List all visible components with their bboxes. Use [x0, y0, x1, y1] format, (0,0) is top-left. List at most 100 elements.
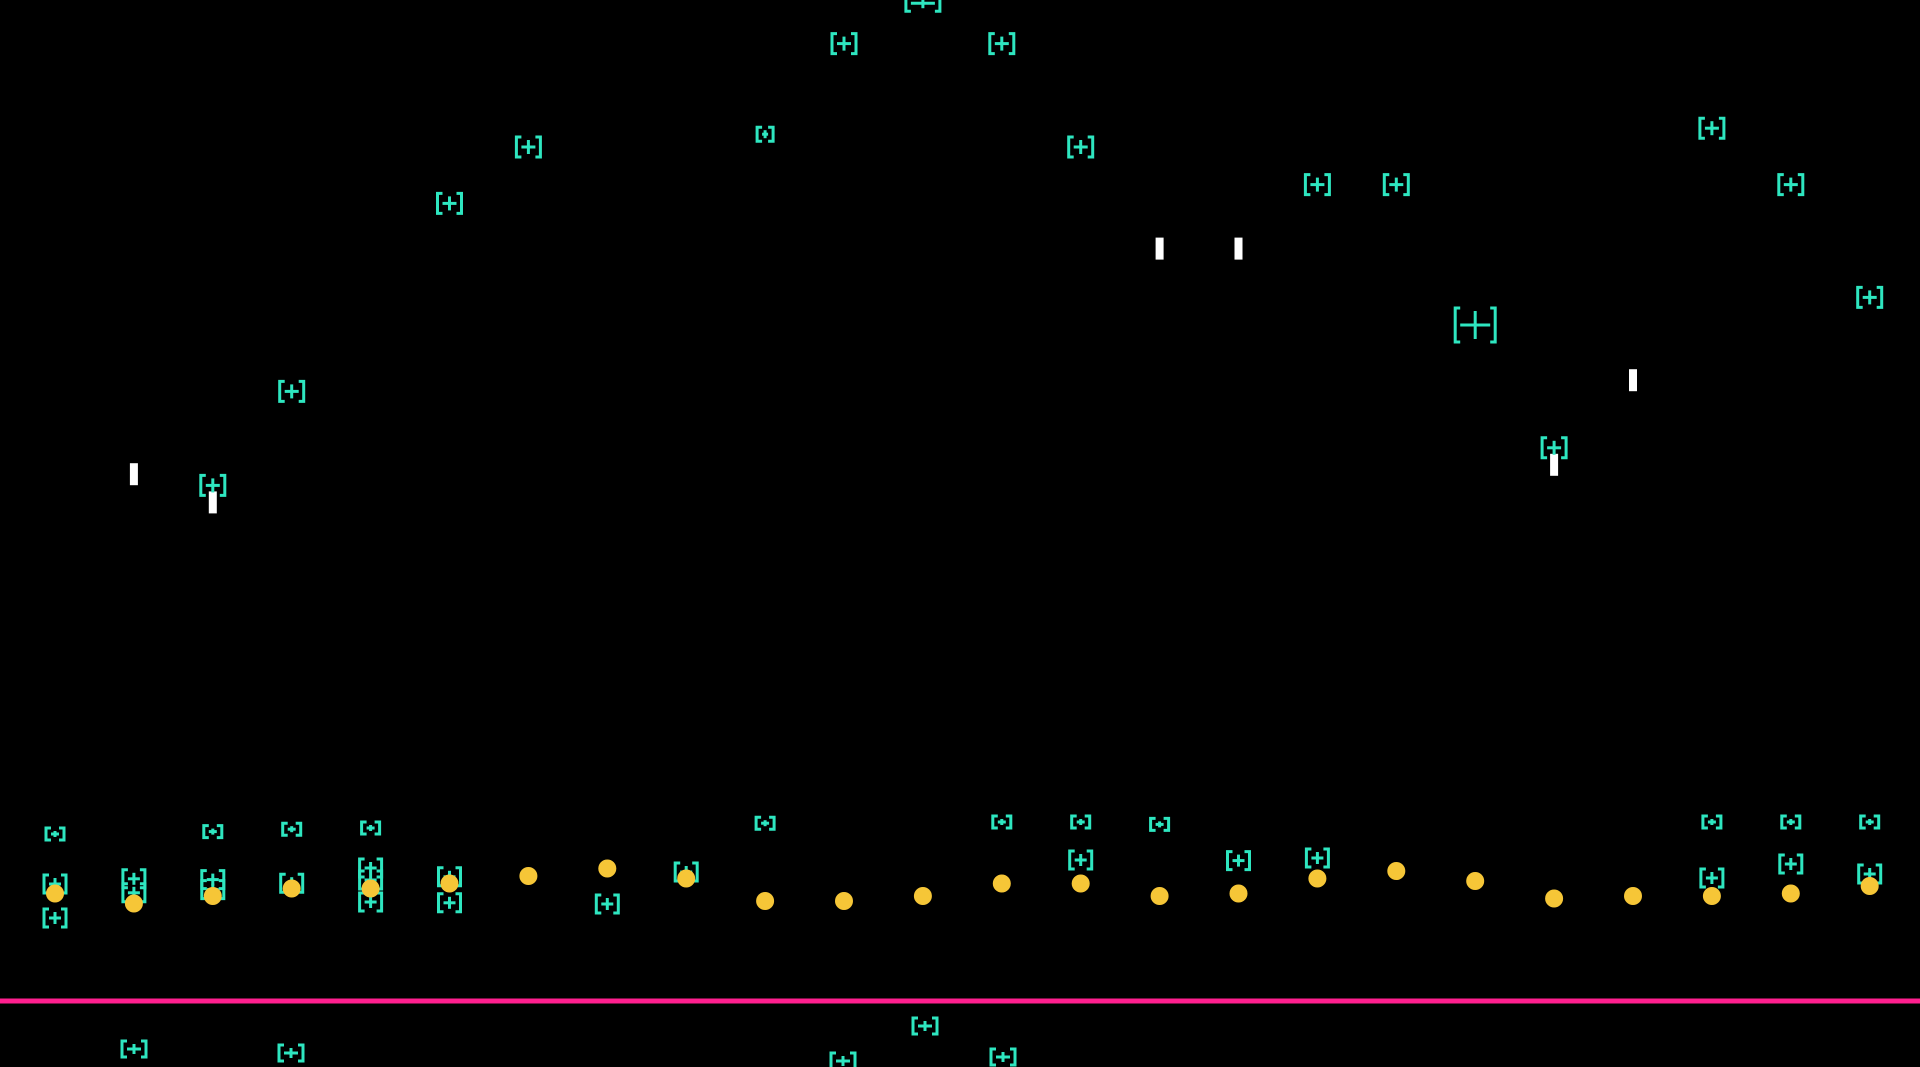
bracket-right [297, 872, 305, 894]
bracket-right [1008, 32, 1016, 56]
bracket-left [594, 893, 602, 915]
column-7 [514, 135, 542, 885]
bracket-left [1149, 816, 1156, 832]
bracket-left [829, 1051, 836, 1067]
bracket-left [278, 379, 285, 403]
top-bracket [1698, 116, 1726, 140]
floating-bracket [1699, 867, 1725, 889]
bracket-left [1777, 173, 1784, 197]
column-5 [358, 272, 384, 1061]
bracket-right [1717, 867, 1725, 889]
column-1 [42, 303, 68, 929]
yellow-dot [1308, 869, 1327, 888]
bracket-left [279, 872, 286, 894]
bottom-bracket [1859, 814, 1881, 830]
bottom-bracket [202, 824, 224, 840]
yellow-dot [835, 892, 853, 910]
bracket-right [934, 0, 942, 13]
bracket-left [991, 814, 998, 830]
bottom-bracket [1149, 816, 1171, 832]
bracket-left [755, 125, 763, 143]
bracket-left [1067, 135, 1074, 159]
bracket-right [456, 191, 463, 215]
yellow-dot [756, 892, 775, 910]
yellow-dot [992, 874, 1011, 893]
bottom-bracket [44, 826, 66, 842]
bracket-right [298, 379, 306, 403]
bracket-left [1068, 849, 1075, 871]
bracket-right [1715, 814, 1723, 830]
top-bracket [514, 135, 542, 159]
top-bracket [436, 191, 463, 215]
floating-bracket [1068, 849, 1094, 871]
floating-bracket [121, 868, 147, 890]
column-group [42, 0, 1884, 1067]
bracket-left [1778, 853, 1785, 875]
yellow-dot [1387, 862, 1406, 880]
bracket-left [1303, 173, 1311, 197]
column-6 [436, 191, 463, 1061]
column-14 [1067, 135, 1095, 893]
column-16 [1226, 237, 1251, 903]
bracket-right [1873, 814, 1881, 830]
column-21 [1624, 369, 1642, 1061]
white-cap [129, 463, 138, 486]
bracket-left [199, 473, 206, 497]
white-cap [1550, 453, 1559, 476]
bracket-left [1304, 847, 1312, 869]
bracket-left [436, 191, 443, 215]
bracket-right [61, 907, 68, 929]
edge-bracket-2 [277, 1043, 305, 1063]
edge-bracket-3 [911, 1016, 939, 1036]
yellow-dot [519, 867, 538, 885]
column-2 [121, 463, 147, 1061]
bracket-left [514, 135, 522, 159]
bracket-right [1876, 285, 1884, 309]
bracket-right [932, 1016, 939, 1036]
bottom-bracket [754, 815, 776, 831]
bracket-left [202, 824, 209, 840]
bottom-bracket [360, 820, 382, 836]
yellow-dot [282, 879, 301, 898]
bracket-right [1244, 850, 1251, 872]
bracket-left [1698, 116, 1705, 140]
column-24 [1856, 285, 1884, 1061]
white-cap [1234, 237, 1243, 260]
bracket-right [1084, 814, 1092, 830]
column-17 [1303, 173, 1331, 888]
column-15 [1149, 237, 1171, 905]
bottom-bracket [991, 814, 1013, 830]
bottom-bracket [281, 821, 303, 837]
bracket-left [1699, 867, 1706, 889]
yellow-dot [440, 874, 459, 893]
yellow-dot [203, 887, 222, 905]
bracket-right [1086, 849, 1094, 871]
yellow-dot [913, 887, 932, 905]
yellow-dot [1545, 889, 1564, 908]
bracket-right [851, 32, 858, 56]
column-18 [1382, 173, 1410, 1061]
bottom-bracket [1070, 814, 1092, 830]
bracket-right [59, 826, 66, 842]
bracket-left [1701, 814, 1708, 830]
top-bracket [1777, 173, 1805, 197]
floating-bracket [1304, 847, 1330, 869]
column-22 [1698, 116, 1726, 905]
column-23 [1777, 173, 1805, 903]
yellow-dot [124, 894, 143, 913]
white-cap [1629, 369, 1637, 392]
yellow-dot [1781, 884, 1800, 903]
bracket-right [1718, 116, 1726, 140]
bracket-right [376, 857, 384, 879]
bracket-left [277, 1043, 284, 1063]
column-19 [1453, 306, 1497, 890]
bracket-right [455, 892, 462, 914]
bracket-right [1324, 173, 1331, 197]
yellow-dot [1150, 887, 1169, 905]
top-bracket [1067, 135, 1095, 159]
bracket-right [850, 1051, 857, 1067]
bracket-right [376, 891, 384, 913]
bracket-left [1856, 285, 1863, 309]
bracket-left [358, 857, 365, 879]
bracket-left [911, 1016, 918, 1036]
